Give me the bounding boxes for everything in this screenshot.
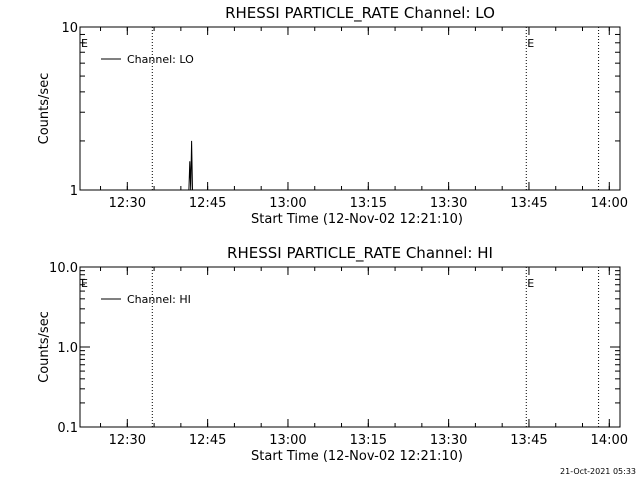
x-tick-label: 13:00: [269, 196, 306, 211]
timestamp-label: 21-Oct-2021 05:33: [560, 467, 636, 476]
event-marker-label: E: [527, 37, 534, 50]
x-tick-label: 14:00: [591, 433, 628, 448]
y-tick-label: 10.0: [49, 261, 78, 276]
legend-entry: Channel: LO: [127, 53, 194, 66]
x-tick-label: 13:30: [430, 433, 467, 448]
x-axis-label: Start Time (12-Nov-02 12:21:10): [251, 212, 463, 227]
x-tick-label: 12:30: [109, 433, 146, 448]
x-tick-label: 12:45: [189, 433, 226, 448]
panels-group: RHESSI PARTICLE_RATE Channel: LO 12:30 12:…: [37, 4, 628, 464]
x-tick-label: 13:00: [269, 433, 306, 448]
y-tick-label: 0.1: [57, 421, 78, 436]
event-marker-label-left: E: [81, 277, 88, 290]
chart-title: RHESSI PARTICLE_RATE Channel: LO: [225, 4, 495, 23]
y-tick-label: 1.0: [57, 341, 78, 356]
chart-panel-lo: RHESSI PARTICLE_RATE Channel: LO 12:30 12:…: [37, 4, 628, 227]
x-tick-label: 13:15: [350, 196, 387, 211]
y-tick-label: 10: [61, 21, 78, 36]
x-tick-label: 12:45: [189, 196, 226, 211]
y-axis-label: Counts/sec: [37, 73, 52, 145]
x-tick-label: 13:15: [350, 433, 387, 448]
x-tick-label: 14:00: [591, 196, 628, 211]
x-tick-label: 13:30: [430, 196, 467, 211]
x-axis-label: Start Time (12-Nov-02 12:21:10): [251, 449, 463, 464]
chart-panel-hi: RHESSI PARTICLE_RATE Channel: HI 12:30 12:…: [37, 244, 628, 464]
x-tick-label: 13:45: [510, 196, 547, 211]
event-marker-label: E: [527, 277, 534, 290]
plot-frame: [79, 26, 621, 191]
event-marker-label-left: E: [81, 37, 88, 50]
y-tick-label: 1: [70, 184, 78, 199]
plot-frame: [79, 266, 621, 428]
legend-entry: Channel: HI: [127, 293, 191, 306]
x-tick-label: 12:30: [109, 196, 146, 211]
x-tick-label: 13:45: [510, 433, 547, 448]
series-line: [188, 140, 193, 191]
y-axis-label: Counts/sec: [37, 311, 52, 383]
chart-title: RHESSI PARTICLE_RATE Channel: HI: [227, 244, 493, 263]
